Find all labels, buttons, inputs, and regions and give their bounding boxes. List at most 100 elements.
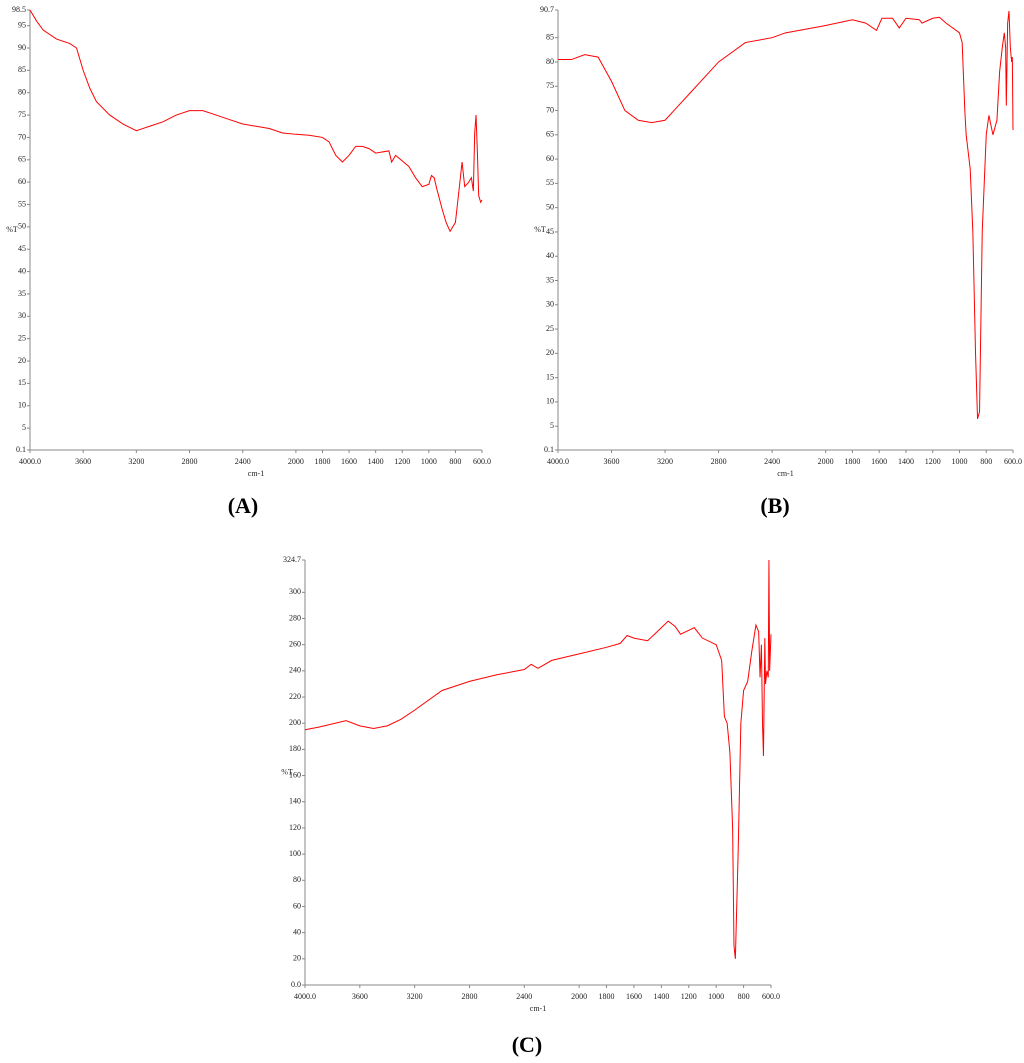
x-tick-label: 1800 — [314, 457, 330, 466]
x-tick-label: 1400 — [368, 457, 384, 466]
y-tick-label: 10 — [18, 401, 26, 410]
y-tick-label: 25 — [18, 333, 26, 342]
y-tick-label: 280 — [289, 613, 301, 622]
y-tick-label: 80 — [18, 88, 26, 97]
y-tick-label: 5 — [22, 423, 26, 432]
panel-caption: (C) — [512, 1032, 543, 1057]
y-tick-label: 50 — [546, 202, 554, 211]
x-tick-label: 2000 — [571, 992, 587, 1001]
x-tick-label: 1200 — [394, 457, 410, 466]
x-tick-label: 800 — [738, 992, 750, 1001]
x-tick-label: 4000.0 — [547, 457, 569, 466]
x-tick-label: 3600 — [75, 457, 91, 466]
x-tick-label: 1800 — [844, 457, 860, 466]
y-tick-label: 40 — [293, 927, 301, 936]
x-tick-label: 2000 — [288, 457, 304, 466]
y-axis-title: %T — [281, 767, 293, 776]
spectrum-line — [304, 559, 772, 959]
y-tick-label: 10 — [546, 397, 554, 406]
y-tick-label: 40 — [18, 266, 26, 275]
y-tick-label: 60 — [293, 901, 301, 910]
y-tick-label: 55 — [546, 178, 554, 187]
x-tick-label: 1200 — [681, 992, 697, 1001]
y-tick-label: 75 — [18, 110, 26, 119]
x-tick-label: 3200 — [128, 457, 144, 466]
y-tick-label: 180 — [289, 744, 301, 753]
y-tick-label: 140 — [289, 797, 301, 806]
y-tick-label: 85 — [546, 33, 554, 42]
y-tick-label: 20 — [293, 954, 301, 963]
y-tick-label: 20 — [546, 348, 554, 357]
y-tick-label: 30 — [546, 300, 554, 309]
y-tick-label: 30 — [18, 311, 26, 320]
x-tick-label: 1600 — [341, 457, 357, 466]
x-tick-label: 2000 — [818, 457, 834, 466]
y-tick-label: 15 — [18, 378, 26, 387]
y-tick-label: 0.1 — [544, 445, 554, 454]
x-tick-label: 4000.0 — [19, 457, 41, 466]
x-tick-label: 2800 — [711, 457, 727, 466]
x-tick-label: 1200 — [925, 457, 941, 466]
x-tick-label: 800 — [449, 457, 461, 466]
x-tick-label: 1600 — [626, 992, 642, 1001]
x-tick-label: 1000 — [708, 992, 724, 1001]
x-tick-label: 800 — [980, 457, 992, 466]
y-tick-label: 40 — [546, 251, 554, 260]
x-tick-label: 3200 — [657, 457, 673, 466]
y-tick-label: 260 — [289, 640, 301, 649]
y-tick-label: 300 — [289, 587, 301, 596]
panel-caption: (B) — [760, 493, 789, 518]
x-tick-label: 1600 — [871, 457, 887, 466]
y-tick-label: 75 — [546, 81, 554, 90]
y-tick-label: 65 — [18, 155, 26, 164]
y-tick-label: 45 — [18, 244, 26, 253]
y-tick-label: 70 — [18, 132, 26, 141]
spectrum-line — [558, 10, 1014, 420]
y-tick-label: 45 — [546, 227, 554, 236]
x-tick-label: 3600 — [604, 457, 620, 466]
y-tick-label: 55 — [18, 199, 26, 208]
y-tick-label: 70 — [546, 105, 554, 114]
x-axis-title: cm-1 — [530, 1004, 546, 1013]
y-axis-title: %T — [534, 225, 546, 234]
y-tick-label: 200 — [289, 718, 301, 727]
x-tick-label: 3200 — [407, 992, 423, 1001]
x-axis-title: cm-1 — [777, 469, 793, 478]
x-tick-label: 600.0 — [1004, 457, 1022, 466]
y-tick-label: 100 — [289, 849, 301, 858]
y-tick-label: 80 — [546, 57, 554, 66]
x-tick-label: 1400 — [653, 992, 669, 1001]
y-tick-label: 15 — [546, 372, 554, 381]
y-tick-label: 160 — [289, 770, 301, 779]
y-tick-label: 85 — [18, 65, 26, 74]
y-tick-label: 0.0 — [291, 980, 301, 989]
x-tick-label: 2400 — [764, 457, 780, 466]
x-tick-label: 2400 — [235, 457, 251, 466]
y-tick-label: 240 — [289, 666, 301, 675]
x-tick-label: 600.0 — [473, 457, 491, 466]
y-tick-label: 5 — [550, 421, 554, 430]
x-axis-title: cm-1 — [248, 469, 264, 478]
x-tick-label: 2800 — [182, 457, 198, 466]
x-tick-label: 1400 — [898, 457, 914, 466]
y-tick-label: 25 — [546, 324, 554, 333]
y-tick-label: 35 — [18, 289, 26, 298]
y-tick-label: 90 — [18, 43, 26, 52]
x-tick-label: 4000.0 — [294, 992, 316, 1001]
y-tick-label: 120 — [289, 823, 301, 832]
x-tick-label: 600.0 — [762, 992, 780, 1001]
x-tick-label: 1000 — [951, 457, 967, 466]
y-axis-title: %T — [6, 225, 18, 234]
y-tick-label: 98.5 — [12, 5, 26, 14]
y-tick-label: 80 — [293, 875, 301, 884]
y-tick-label: 90.7 — [540, 5, 554, 14]
x-tick-label: 3600 — [352, 992, 368, 1001]
y-tick-label: 220 — [289, 692, 301, 701]
x-tick-label: 2400 — [516, 992, 532, 1001]
x-tick-label: 1000 — [421, 457, 437, 466]
y-tick-label: 35 — [546, 275, 554, 284]
y-tick-label: 324.7 — [283, 555, 301, 564]
y-tick-label: 0.1 — [16, 445, 26, 454]
